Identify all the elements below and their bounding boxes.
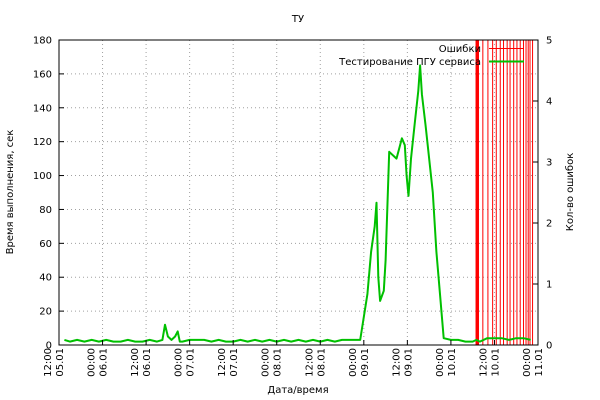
grid bbox=[59, 40, 538, 345]
x-tick-time: 00:00 bbox=[261, 348, 272, 377]
x-axis-label: Дата/время bbox=[267, 385, 328, 396]
x-tick-date: 06.01 bbox=[99, 348, 110, 377]
x-tick-label: 07.0112:00 bbox=[217, 348, 240, 377]
y-tick-label: 140 bbox=[33, 103, 52, 114]
x-tick-label: 06.0100:00 bbox=[87, 348, 110, 377]
x-tick-time: 12:00 bbox=[217, 348, 228, 377]
y2-tick-label: 1 bbox=[546, 280, 552, 291]
x-tick-date: 09.01 bbox=[360, 348, 371, 377]
y-tick-label: 0 bbox=[46, 341, 52, 352]
x-tick-date: 06.01 bbox=[142, 348, 153, 377]
x-tick-date: 10.01 bbox=[447, 348, 458, 377]
x-tick-label: 07.0100:00 bbox=[174, 348, 197, 377]
y-tick-label: 20 bbox=[39, 307, 52, 318]
x-tick-date: 07.01 bbox=[229, 348, 240, 377]
y2-tick-label: 2 bbox=[546, 219, 552, 230]
testing-line bbox=[64, 64, 531, 343]
x-tick-time: 12:00 bbox=[43, 348, 54, 377]
x-tick-label: 08.0100:00 bbox=[261, 348, 284, 377]
x-tick-label: 05.0112:00 bbox=[43, 348, 66, 377]
y2-tick-label: 3 bbox=[546, 158, 552, 169]
x-tick-label: 09.0100:00 bbox=[348, 348, 371, 377]
y2-tick-label: 5 bbox=[546, 36, 552, 47]
x-tick-time: 12:00 bbox=[130, 348, 141, 377]
legend-errors-label: Ошибки bbox=[439, 44, 481, 55]
x-tick-time: 00:00 bbox=[435, 348, 446, 377]
y-tick-label: 40 bbox=[39, 273, 52, 284]
plot-frame bbox=[58, 39, 539, 346]
x-tick-date: 11.01 bbox=[534, 348, 545, 377]
x-tick-labels: 05.0112:00 06.0100:00 06.0112:00 07.0100:00… bbox=[43, 348, 545, 377]
y-tick-label: 80 bbox=[39, 205, 52, 216]
x-tick-time: 00:00 bbox=[522, 348, 533, 377]
y-tick-label: 120 bbox=[33, 137, 52, 148]
legend: Ошибки Тестирование ПГУ сервиса bbox=[338, 44, 524, 68]
y2-tick-label: 4 bbox=[546, 97, 552, 108]
y2-tick-label: 0 bbox=[546, 341, 552, 352]
x-tick-date: 08.01 bbox=[316, 348, 327, 377]
x-tick-label: 08.0112:00 bbox=[304, 348, 327, 377]
x-tick-date: 07.01 bbox=[186, 348, 197, 377]
x-tick-time: 00:00 bbox=[174, 348, 185, 377]
x-tick-time: 12:00 bbox=[478, 348, 489, 377]
y-tick-label: 180 bbox=[33, 36, 52, 47]
x-tick-label: 10.0112:00 bbox=[478, 348, 501, 377]
ticks bbox=[58, 39, 539, 346]
x-tick-time: 00:00 bbox=[348, 348, 359, 377]
y2-tick-labels: 0 1 2 3 4 5 bbox=[546, 36, 552, 352]
y-tick-label: 160 bbox=[33, 69, 52, 80]
x-tick-label: 10.0100:00 bbox=[435, 348, 458, 377]
x-tick-label: 09.0112:00 bbox=[391, 348, 414, 377]
testing-series bbox=[64, 64, 531, 343]
x-tick-date: 08.01 bbox=[273, 348, 284, 377]
x-tick-time: 12:00 bbox=[391, 348, 402, 377]
y2-axis-label: Кол-во ошибок bbox=[565, 153, 576, 232]
x-tick-date: 10.01 bbox=[490, 348, 501, 377]
y-tick-labels: 0 20 40 60 80 100 120 140 160 180 bbox=[33, 36, 52, 352]
x-tick-time: 12:00 bbox=[304, 348, 315, 377]
x-tick-label: 11.0100:00 bbox=[522, 348, 545, 377]
y-tick-label: 60 bbox=[39, 239, 52, 250]
y-axis-label: Время выполнения, сек bbox=[5, 130, 16, 255]
errors-series bbox=[475, 40, 534, 345]
x-tick-date: 05.01 bbox=[55, 348, 66, 377]
x-tick-time: 00:00 bbox=[87, 348, 98, 377]
y-tick-label: 100 bbox=[33, 171, 52, 182]
chart-title: ТУ bbox=[291, 14, 304, 25]
x-tick-label: 06.0112:00 bbox=[130, 348, 153, 377]
x-tick-date: 09.01 bbox=[403, 348, 414, 377]
legend-testing-label: Тестирование ПГУ сервиса bbox=[338, 57, 481, 68]
